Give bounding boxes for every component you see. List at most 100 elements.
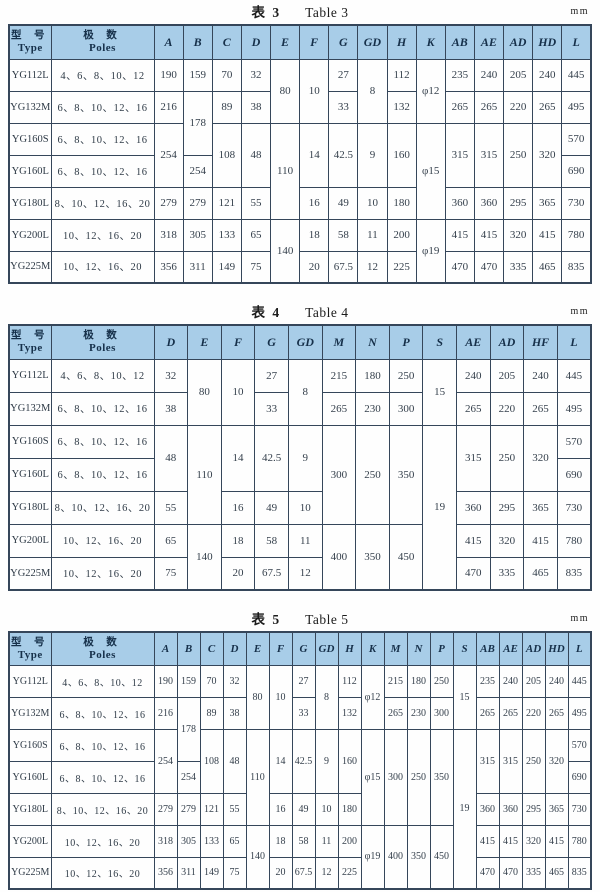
value-cell: 48 [222, 728, 247, 794]
value-cell: 89 [199, 696, 224, 730]
value-cell: 149 [199, 856, 224, 890]
value-cell: 730 [561, 186, 592, 220]
value-cell: 350 [406, 824, 431, 890]
type-header-zh: 型 号 [10, 636, 50, 648]
value-cell: 318 [153, 824, 178, 858]
dim-column-header: HD [544, 631, 569, 666]
dim-column-header: GD [314, 631, 339, 666]
type-cell: YG200L [8, 523, 52, 558]
value-cell: 133 [211, 218, 242, 252]
value-cell: 295 [502, 186, 534, 220]
dim-column-header: E [187, 324, 222, 360]
dim-column-header: E [269, 24, 301, 60]
table-row: YG112L 4、6、8、10、12 190 159 70 32 80 10 27 8 112 φ12… [8, 58, 592, 124]
dim-column-header: L [556, 324, 592, 360]
value-cell: 265 [498, 696, 523, 730]
poles-cell: 10、12、16、20 [50, 218, 155, 252]
poles-header-zh: 极 数 [83, 30, 122, 42]
value-cell: 295 [489, 490, 525, 525]
value-cell: 216 [153, 696, 178, 730]
value-cell: 265 [532, 90, 563, 124]
value-cell: 254 [153, 122, 184, 188]
dim-column-header: D [240, 24, 272, 60]
value-cell: 230 [355, 391, 390, 426]
poles-cell: 10、12、16、20 [50, 556, 155, 591]
value-cell: 470 [473, 250, 505, 284]
value-cell: 121 [199, 792, 224, 826]
table5-caption-en: Table 5 [305, 612, 349, 627]
type-cell: YG160S [8, 728, 52, 762]
type-cell: YG160L [8, 457, 52, 492]
dim-column-header: AD [502, 24, 534, 60]
value-cell: 450 [388, 523, 424, 591]
value-cell: 19 [452, 728, 477, 890]
value-cell: 12 [357, 250, 388, 284]
value-cell: 350 [388, 424, 424, 525]
poles-cell: 6、8、10、12、16 [50, 122, 155, 156]
dim-column-header: C [211, 24, 242, 60]
type-cell: YG225M [8, 250, 52, 284]
dim-column-header: AE [498, 631, 523, 666]
value-cell: 240 [498, 664, 523, 698]
value-cell: 108 [211, 122, 242, 188]
type-cell: YG132M [8, 90, 52, 124]
value-cell: 250 [429, 664, 454, 698]
value-cell: 400 [321, 523, 357, 591]
value-cell: 10 [314, 792, 339, 826]
value-cell: 250 [406, 728, 431, 826]
dim-column-header: AD [489, 324, 525, 360]
poles-cell: 4、6、8、10、12 [50, 664, 155, 698]
value-cell: 48 [240, 122, 272, 188]
value-cell: 65 [153, 523, 189, 558]
value-cell: 20 [299, 250, 330, 284]
dim-column-header: AB [444, 24, 475, 60]
table4-caption: 表 4 Table 4 mm [8, 304, 592, 321]
value-cell: 180 [406, 664, 431, 698]
type-cell: YG112L [8, 358, 52, 393]
value-cell: 42.5 [291, 728, 316, 794]
value-cell: 8 [357, 58, 388, 124]
value-cell: 108 [199, 728, 224, 794]
value-cell: 160 [337, 728, 362, 794]
value-cell: 415 [523, 523, 558, 558]
dim-column-header: D [153, 324, 189, 360]
dim-column-header: HF [523, 324, 558, 360]
value-cell: 140 [269, 218, 301, 284]
value-cell: 730 [556, 490, 592, 525]
value-cell: 190 [153, 664, 178, 698]
value-cell: 360 [455, 490, 491, 525]
value-cell: φ15 [360, 728, 385, 826]
value-cell: 18 [268, 824, 293, 858]
value-cell: 230 [406, 696, 431, 730]
poles-header-zh: 极 数 [83, 330, 122, 342]
type-cell: YG132M [8, 696, 52, 730]
value-cell: 9 [287, 424, 323, 492]
value-cell: 570 [561, 122, 592, 156]
dimension-table-5: 型 号 Type 极 数 Poles A B C D E F G GD H K M N P S AB AE AD HD L Y… [8, 631, 592, 890]
value-cell: 356 [153, 856, 178, 890]
value-cell: 320 [489, 523, 525, 558]
value-cell: 279 [153, 186, 184, 220]
dim-column-header: HD [532, 24, 563, 60]
dim-column-header: G [291, 631, 316, 666]
type-cell: YG225M [8, 556, 52, 591]
table-row: YG132M 6、8、10、12、16 38 33 265 230 300 265 220 265… [8, 391, 592, 426]
value-cell: 415 [475, 824, 500, 858]
table-row: YG160S 6、8、10、12、16 254 108 48 110 14 42.5 9 160 φ… [8, 122, 592, 220]
value-cell: 311 [176, 856, 201, 890]
dim-column-header: B [176, 631, 201, 666]
value-cell: 8 [287, 358, 323, 426]
value-cell: 365 [523, 490, 558, 525]
value-cell: 311 [182, 250, 213, 284]
dim-column-header: A [153, 24, 184, 60]
value-cell: 180 [337, 792, 362, 826]
value-cell: 254 [176, 760, 201, 794]
value-cell: 780 [567, 824, 592, 858]
value-cell: 780 [556, 523, 592, 558]
poles-cell: 4、6、8、10、12 [50, 358, 155, 393]
value-cell: 318 [153, 218, 184, 252]
value-cell: 235 [444, 58, 475, 92]
value-cell: 225 [386, 250, 417, 284]
value-cell: 220 [489, 391, 525, 426]
type-header-en: Type [17, 342, 43, 355]
